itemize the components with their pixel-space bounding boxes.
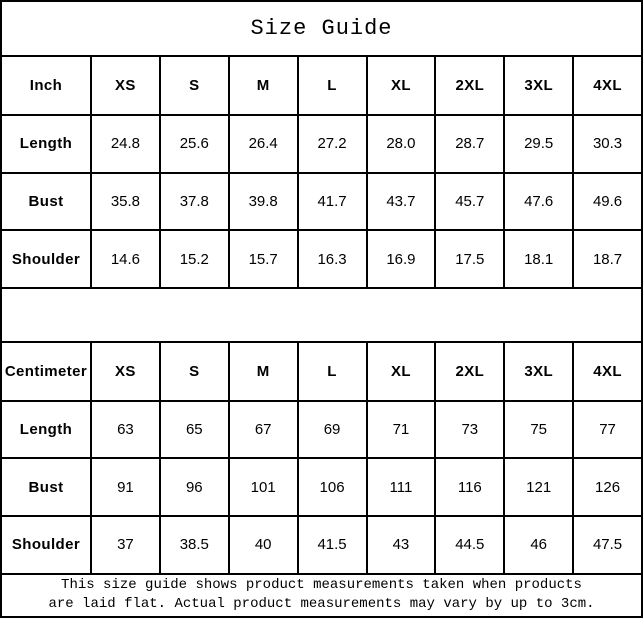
measurement-cell: 65: [158, 399, 230, 460]
measurement-cell: 44.5: [434, 514, 506, 575]
footnote-section: This size guide shows product measuremen…: [0, 572, 643, 618]
spacer-row: [0, 286, 643, 344]
measurement-cell: 47.5: [572, 514, 643, 575]
measurement-cell: 121: [503, 457, 575, 517]
size-header-cell: L: [296, 341, 368, 402]
measurement-cell: 41.7: [296, 171, 368, 232]
page-title: Size Guide: [0, 0, 643, 58]
footnote: This size guide shows product measuremen…: [0, 572, 643, 618]
measurement-cell: 18.7: [572, 229, 643, 289]
measurement-cell: 37: [90, 514, 161, 575]
size-header-cell: M: [227, 55, 299, 117]
footnote-row: This size guide shows product measuremen…: [0, 572, 643, 618]
table-row: Length 63 65 67 69 71 73 75 77: [0, 399, 643, 460]
size-header-cell: 3XL: [503, 55, 575, 117]
size-header-cell: 4XL: [572, 55, 643, 117]
size-header-cell: XS: [90, 341, 161, 402]
row-label-cell: Length: [0, 399, 92, 460]
measurement-cell: 25.6: [158, 114, 230, 174]
measurement-cell: 40: [227, 514, 299, 575]
measurement-cell: 16.9: [365, 229, 437, 289]
size-header-cell: 3XL: [503, 341, 575, 402]
measurement-cell: 91: [90, 457, 161, 517]
measurement-cell: 75: [503, 399, 575, 460]
measurement-cell: 126: [572, 457, 643, 517]
measurement-cell: 111: [365, 457, 437, 517]
measurement-cell: 49.6: [572, 171, 643, 232]
table-row: Bust 91 96 101 106 111 116 121 126: [0, 457, 643, 517]
table-row: Length 24.8 25.6 26.4 27.2 28.0 28.7 29.5 30.3: [0, 114, 643, 174]
measurement-cell: 67: [227, 399, 299, 460]
row-label-cell: Length: [0, 114, 92, 174]
measurement-cell: 27.2: [296, 114, 368, 174]
measurement-cell: 47.6: [503, 171, 575, 232]
measurement-cell: 38.5: [158, 514, 230, 575]
measurement-cell: 69: [296, 399, 368, 460]
centimeter-header-row: Centimeter XS S M L XL 2XL 3XL 4XL: [0, 341, 643, 402]
measurement-cell: 16.3: [296, 229, 368, 289]
size-header-cell: XL: [365, 55, 437, 117]
inch-header-row: Inch XS S M L XL 2XL 3XL 4XL: [0, 55, 643, 117]
measurement-cell: 18.1: [503, 229, 575, 289]
size-header-cell: 2XL: [434, 55, 506, 117]
measurement-cell: 46: [503, 514, 575, 575]
measurement-cell: 15.2: [158, 229, 230, 289]
measurement-cell: 17.5: [434, 229, 506, 289]
measurement-cell: 26.4: [227, 114, 299, 174]
footnote-line-1: This size guide shows product measuremen…: [61, 577, 582, 594]
spacer-cell: [0, 286, 643, 344]
size-header-cell: 4XL: [572, 341, 643, 402]
row-label-cell: Shoulder: [0, 514, 92, 575]
size-header-cell: XL: [365, 341, 437, 402]
row-label-cell: Bust: [0, 171, 92, 232]
measurement-cell: 106: [296, 457, 368, 517]
measurement-cell: 43.7: [365, 171, 437, 232]
measurement-cell: 116: [434, 457, 506, 517]
measurement-cell: 14.6: [90, 229, 161, 289]
measurement-cell: 63: [90, 399, 161, 460]
table-row: Shoulder 37 38.5 40 41.5 43 44.5 46 47.5: [0, 514, 643, 575]
measurement-cell: 37.8: [158, 171, 230, 232]
measurement-cell: 29.5: [503, 114, 575, 174]
size-header-cell: S: [158, 55, 230, 117]
measurement-cell: 43: [365, 514, 437, 575]
size-header-cell: 2XL: [434, 341, 506, 402]
measurement-cell: 15.7: [227, 229, 299, 289]
measurement-cell: 45.7: [434, 171, 506, 232]
size-header-cell: L: [296, 55, 368, 117]
spacer-section: [0, 286, 643, 344]
title-section: Size Guide: [0, 0, 643, 58]
table-row: Bust 35.8 37.8 39.8 41.7 43.7 45.7 47.6 49.6: [0, 171, 643, 232]
size-header-cell: XS: [90, 55, 161, 117]
unit-header-cell: Centimeter: [0, 341, 92, 402]
title-row: Size Guide: [0, 0, 643, 58]
size-header-cell: M: [227, 341, 299, 402]
measurement-cell: 30.3: [572, 114, 643, 174]
measurement-cell: 39.8: [227, 171, 299, 232]
size-header-cell: S: [158, 341, 230, 402]
measurement-cell: 101: [227, 457, 299, 517]
row-label-cell: Shoulder: [0, 229, 92, 289]
centimeter-table-section: Centimeter XS S M L XL 2XL 3XL 4XL Length 63 65 67 69…: [0, 341, 643, 575]
table-row: Shoulder 14.6 15.2 15.7 16.3 16.9 17.5 18.1 18.7: [0, 229, 643, 289]
unit-header-cell: Inch: [0, 55, 92, 117]
measurement-cell: 41.5: [296, 514, 368, 575]
footnote-line-2: are laid flat. Actual product measuremen…: [48, 596, 595, 613]
row-label-cell: Bust: [0, 457, 92, 517]
measurement-cell: 73: [434, 399, 506, 460]
measurement-cell: 71: [365, 399, 437, 460]
measurement-cell: 24.8: [90, 114, 161, 174]
measurement-cell: 28.7: [434, 114, 506, 174]
measurement-cell: 96: [158, 457, 230, 517]
measurement-cell: 28.0: [365, 114, 437, 174]
measurement-cell: 77: [572, 399, 643, 460]
measurement-cell: 35.8: [90, 171, 161, 232]
inch-table-section: Inch XS S M L XL 2XL 3XL 4XL Length 24.8 25.6 26.4 27…: [0, 55, 643, 289]
